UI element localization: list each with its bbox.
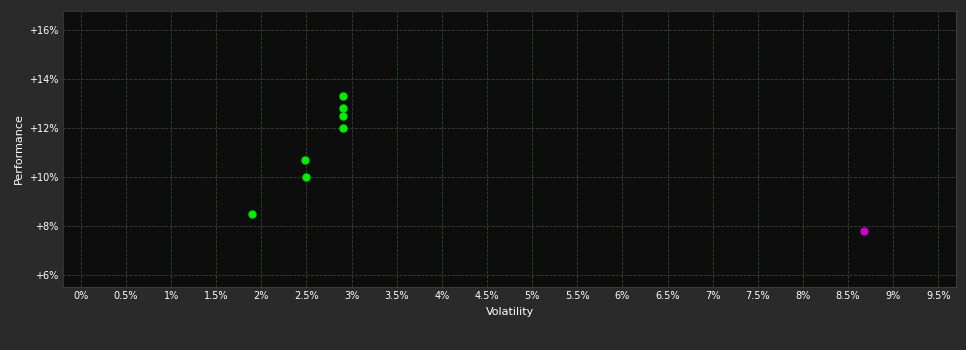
Point bbox=[244, 211, 260, 216]
Point bbox=[335, 93, 351, 99]
Point bbox=[335, 106, 351, 111]
X-axis label: Volatility: Volatility bbox=[486, 307, 533, 317]
Point bbox=[857, 228, 872, 233]
Y-axis label: Performance: Performance bbox=[14, 113, 23, 184]
Point bbox=[297, 157, 312, 162]
Point bbox=[335, 125, 351, 131]
Point bbox=[298, 174, 314, 180]
Point bbox=[335, 113, 351, 119]
